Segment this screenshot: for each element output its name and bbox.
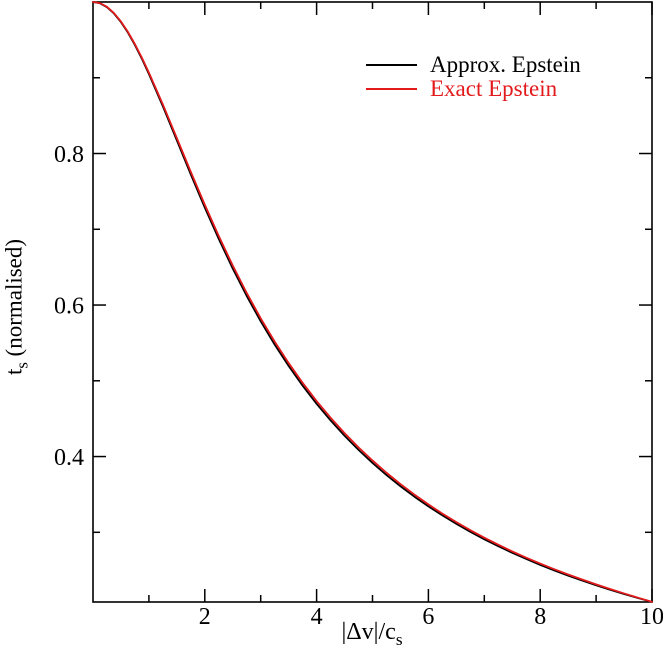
y-axis-label-main: t: [1, 368, 27, 376]
y-axis-label-rest: (normalised): [1, 238, 27, 363]
curve-exact-epstein: [92, 1, 653, 603]
y-axis-label-subscript: s: [12, 362, 32, 369]
x-tick-label: 6: [422, 604, 434, 630]
legend: Approx. Epstein Exact Epstein: [366, 53, 581, 101]
x-axis-label-subscript: s: [395, 629, 403, 649]
legend-line-sample-exact: [366, 88, 417, 90]
legend-item-approx-epstein: Approx. Epstein: [366, 53, 581, 77]
x-axis-label-main: |Δv|/c: [341, 619, 396, 645]
legend-item-exact-epstein: Exact Epstein: [366, 77, 581, 101]
legend-line-sample-approx: [366, 64, 417, 66]
x-axis-label: |Δv|/cs: [341, 619, 402, 649]
y-tick-label: 0.4: [54, 445, 84, 471]
x-tick-label: 4: [311, 604, 323, 630]
plot-frame: [92, 1, 653, 603]
x-tick-label: 2: [199, 604, 211, 630]
x-tick-label: 8: [534, 604, 546, 630]
y-axis-label: ts (normalised): [2, 239, 33, 375]
legend-label: Exact Epstein: [430, 76, 558, 101]
y-tick-label: 0.6: [54, 294, 84, 320]
y-tick-label: 0.8: [54, 142, 84, 168]
x-tick-label: 10: [640, 604, 663, 630]
legend-label: Approx. Epstein: [430, 52, 581, 77]
